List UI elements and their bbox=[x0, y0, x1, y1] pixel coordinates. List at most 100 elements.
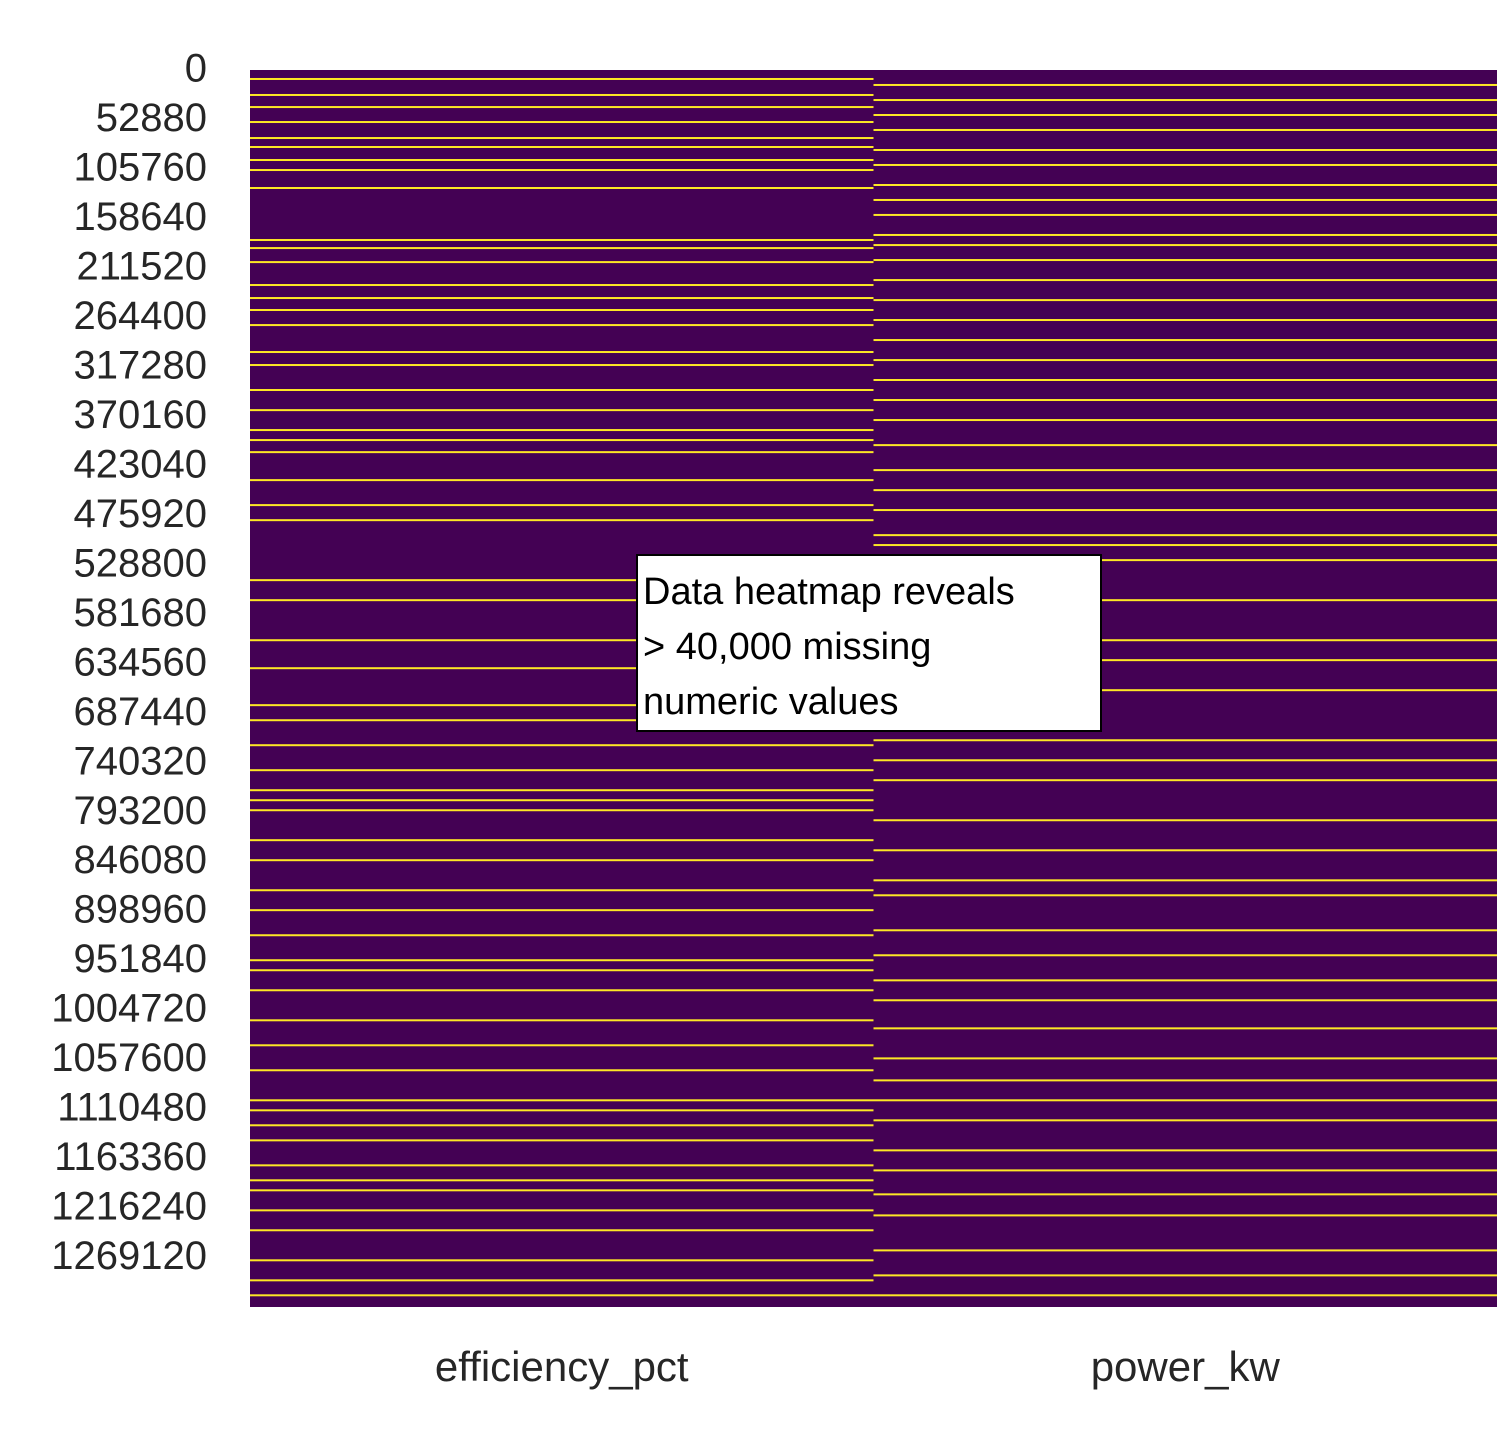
missing-cell bbox=[873, 198, 1497, 201]
missing-cell bbox=[873, 544, 1497, 547]
missing-cell bbox=[250, 93, 874, 96]
missing-cell bbox=[250, 364, 874, 367]
missing-cell bbox=[250, 1139, 874, 1142]
missing-cell bbox=[873, 469, 1497, 472]
y-tick-label: 1163360 bbox=[54, 1135, 207, 1179]
y-tick-label: 423040 bbox=[74, 442, 207, 486]
missing-cell bbox=[873, 259, 1497, 262]
missing-cell bbox=[873, 999, 1497, 1002]
missing-cell bbox=[873, 1057, 1497, 1060]
missing-cell bbox=[873, 319, 1497, 322]
missing-cell bbox=[873, 929, 1497, 932]
missing-cell bbox=[873, 279, 1497, 282]
missing-cell bbox=[250, 1124, 874, 1127]
missing-cell bbox=[873, 1193, 1497, 1196]
y-tick-label: 898960 bbox=[74, 888, 207, 932]
missing-cell bbox=[873, 1149, 1497, 1152]
missing-cell bbox=[873, 444, 1497, 447]
missing-cell bbox=[873, 894, 1497, 897]
missing-cell bbox=[873, 1099, 1497, 1102]
missing-cell bbox=[873, 299, 1497, 302]
missing-cell bbox=[250, 809, 874, 812]
missing-cell bbox=[250, 969, 874, 972]
missing-cell bbox=[250, 704, 874, 707]
missing-cell bbox=[873, 128, 1497, 131]
missing-cell bbox=[250, 909, 874, 912]
missing-cell bbox=[250, 284, 874, 287]
missing-cell bbox=[250, 297, 874, 300]
missing-cell bbox=[873, 99, 1497, 102]
missing-cell bbox=[250, 1099, 874, 1102]
missing-cell bbox=[250, 639, 874, 642]
y-tick-label: 105760 bbox=[74, 146, 207, 190]
y-tick-label: 1216240 bbox=[51, 1185, 207, 1229]
y-tick-label: 528800 bbox=[74, 541, 207, 585]
y-tick-label: 370160 bbox=[74, 393, 207, 437]
missing-cell bbox=[250, 121, 874, 124]
missing-cell bbox=[873, 378, 1497, 381]
missing-cell bbox=[873, 149, 1497, 152]
missing-cell bbox=[250, 137, 874, 140]
missing-cell bbox=[250, 889, 874, 892]
y-tick-label: 793200 bbox=[74, 789, 207, 833]
missing-cell bbox=[250, 159, 874, 162]
missing-cell bbox=[250, 1044, 874, 1047]
missing-cell bbox=[873, 114, 1497, 117]
missing-cell bbox=[250, 1069, 874, 1072]
missing-cell bbox=[873, 1169, 1497, 1172]
missing-cell bbox=[250, 247, 874, 250]
missing-cell bbox=[250, 1179, 874, 1182]
y-tick-label: 211520 bbox=[76, 244, 207, 288]
y-tick-label: 634560 bbox=[74, 640, 207, 684]
missing-cell bbox=[250, 351, 874, 354]
missing-cell bbox=[250, 839, 874, 842]
y-tick-label: 1004720 bbox=[51, 987, 207, 1031]
missing-cell bbox=[250, 106, 874, 109]
missing-cell bbox=[250, 239, 874, 242]
missing-cell bbox=[250, 324, 874, 327]
x-tick-label: efficiency_pct bbox=[435, 1343, 689, 1390]
missing-cell bbox=[873, 759, 1497, 762]
missing-cell bbox=[250, 309, 874, 312]
missing-cell bbox=[873, 779, 1497, 782]
y-tick-label: 687440 bbox=[74, 690, 207, 734]
missing-cell bbox=[873, 979, 1497, 982]
missing-cell bbox=[250, 989, 874, 992]
missing-cell bbox=[250, 934, 874, 937]
missing-cell bbox=[250, 1109, 874, 1112]
annotation: Data heatmap reveals > 40,000 missing nu… bbox=[636, 554, 1102, 732]
missing-cell bbox=[873, 419, 1497, 422]
missing-cell bbox=[250, 1209, 874, 1212]
missing-cell bbox=[873, 1079, 1497, 1082]
missing-cell bbox=[250, 667, 874, 670]
missing-cell bbox=[873, 83, 1497, 86]
missing-cell bbox=[250, 504, 874, 507]
missing-cell bbox=[250, 186, 874, 189]
missing-cell bbox=[250, 1294, 874, 1297]
missing-cell bbox=[250, 769, 874, 772]
y-tick-label: 52880 bbox=[96, 96, 207, 140]
missing-cell bbox=[873, 1294, 1497, 1297]
missing-cell bbox=[873, 599, 1497, 602]
missing-cell bbox=[873, 339, 1497, 342]
missing-cell bbox=[873, 659, 1497, 662]
missing-cell bbox=[873, 213, 1497, 216]
missing-cell bbox=[250, 77, 874, 80]
missing-cell bbox=[250, 799, 874, 802]
missing-cell bbox=[873, 819, 1497, 822]
y-tick-label: 846080 bbox=[74, 838, 207, 882]
y-tick-label: 1110480 bbox=[57, 1086, 207, 1130]
missing-cell bbox=[250, 579, 874, 582]
missing-cell bbox=[873, 244, 1497, 247]
missing-cell bbox=[873, 1274, 1497, 1277]
annotation-line: numeric values bbox=[643, 681, 899, 723]
missing-cell bbox=[250, 389, 874, 392]
missing-cell bbox=[250, 429, 874, 432]
y-tick-label: 581680 bbox=[74, 591, 207, 635]
missing-cell bbox=[250, 479, 874, 482]
missing-cell bbox=[250, 599, 874, 602]
missing-cell bbox=[873, 1249, 1497, 1252]
missing-cell bbox=[250, 1259, 874, 1262]
missing-cell bbox=[873, 399, 1497, 402]
y-tick-label: 740320 bbox=[74, 739, 207, 783]
